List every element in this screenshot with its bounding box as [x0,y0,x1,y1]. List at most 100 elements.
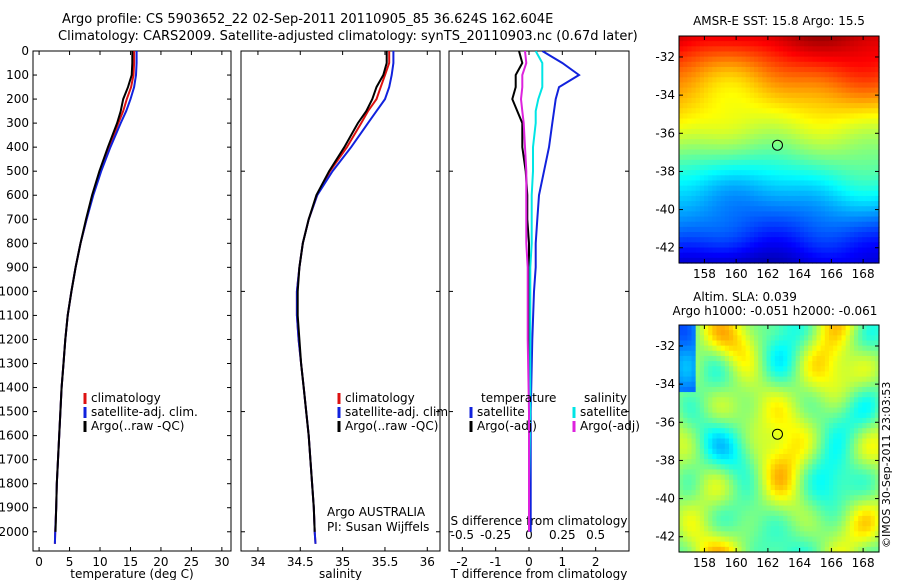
x-tick-label: 166 [820,556,843,570]
legend-label: Argo(..raw -QC) [345,419,438,433]
y-tick-label: -42 [655,241,675,255]
x-tick-label: 5 [66,555,74,569]
y-tick-label: 1200 [0,332,29,346]
y-tick-label: -32 [655,339,675,353]
x-axis-label: temperature (deg C) [70,567,193,580]
y-tick-label: 1600 [0,429,29,443]
y-tick-label: 1100 [0,308,29,322]
y-tick-label: 500 [6,164,29,178]
x-tick-label: 34 [250,555,265,569]
y-tick-label: 2000 [0,525,29,539]
y-tick-label: -40 [655,203,675,217]
legend-label: satellite-adj. clim. [345,405,452,419]
map-field [679,325,880,553]
secondary-tick-label: 0 [525,528,533,542]
series-line-salinity-satellite [528,51,544,532]
x-tick-label: 158 [693,267,716,281]
map-field [679,36,880,264]
x-tick-label: 164 [788,267,811,281]
plot-frame [240,50,441,552]
x-tick-label: 164 [788,556,811,570]
y-tick-label: -34 [655,377,675,391]
x-tick-label: 162 [756,556,779,570]
y-tick-label: -38 [655,453,675,467]
map-title-line2: Argo h1000: -0.051 h2000: -0.061 [673,304,878,318]
y-tick-label: 1000 [0,284,29,298]
imos-credit: ©IMOS 30-Sep-2011 23:03:53 [880,381,893,548]
secondary-tick-label: -0.5 [451,528,474,542]
series-line-argo-raw-qc- [296,51,388,532]
legend-label: satellite [477,405,525,419]
legend-header-temperature: temperature [481,391,556,405]
y-tick-label: -36 [655,126,675,140]
secondary-tick-label: -0.25 [480,528,511,542]
plot-frame [448,50,630,552]
x-tick-label: -1 [490,555,502,569]
figure-title-line1: Argo profile: CS 5903652_22 02-Sep-2011 … [62,12,554,27]
y-tick-label: 400 [6,140,29,154]
x-axis-label: salinity [319,567,362,580]
y-tick-label: 1900 [0,501,29,515]
legend-label: climatology [345,391,415,405]
sst-map-panel: -32 -34 -36 -38 -40 -42 158 160 162 164 166 168 AMSR… [655,14,880,281]
y-tick-label: -34 [655,88,675,102]
x-tick-label: 1 [559,555,567,569]
argo-position-marker [771,428,783,440]
x-tick-label: 20 [153,555,168,569]
y-tick-label: 200 [6,92,29,106]
map-frame [678,35,880,264]
x-tick-label: 35.5 [372,555,399,569]
legend-label: satellite-adj. clim. [91,405,198,419]
x-tick-label: 25 [184,555,199,569]
difference-panel: -2 -1 0 1 2 -0.5 -0.25 0 0.25 0.5S difference fro… [448,50,640,580]
x-tick-label: 160 [725,267,748,281]
y-tick-label: -36 [655,415,675,429]
map-frame [678,324,880,553]
legend-label: satellite [580,405,628,419]
y-tick-label: 800 [6,236,29,250]
plot-frame [32,50,232,552]
x-tick-label: 35 [335,555,350,569]
legend-label: climatology [91,391,161,405]
y-tick-label: 0 [21,44,29,58]
x-axis-label: T difference from climatology [450,567,628,580]
x-tick-label: 160 [725,556,748,570]
figure-title-line2: Climatology: CARS2009. Satellite-adjuste… [58,29,638,44]
annotation-line1: Argo AUSTRALIA [327,505,426,519]
legend-label: Argo(..raw -QC) [91,419,184,433]
y-tick-label: 1300 [0,357,29,371]
y-tick-label: 1700 [0,453,29,467]
y-tick-label: 900 [6,260,29,274]
series-group [511,51,581,532]
temperature-panel: 0100200300400500600700800900100011001200… [0,44,232,580]
sla-map-panel: -32 -34 -36 -38 -40 -42 158 160 162 164 166 168 Alti… [655,290,880,570]
x-tick-label: 2 [592,555,600,569]
legend-header-salinity: salinity [584,391,627,405]
x-tick-label: 0 [35,555,43,569]
y-tick-label: -40 [655,492,675,506]
series-group [53,51,138,544]
y-tick-label: 1800 [0,477,29,491]
y-tick-label: 300 [6,116,29,130]
map-title-line1: Altim. SLA: 0.039 [693,290,797,304]
argo-position-marker [771,139,783,151]
series-line-salinity-argo-adj- [519,51,530,532]
x-tick-label: -2 [456,555,468,569]
salinity-panel: 34 34.5 35 35.5 36 salinity climatologysatelli… [240,50,452,580]
secondary-axis-label: S difference from climatology [451,514,628,528]
x-tick-label: 34.5 [287,555,314,569]
annotation-line2: PI: Susan Wijffels [327,520,429,534]
x-tick-label: 36 [420,555,435,569]
y-tick-label: 1400 [0,381,29,395]
y-tick-label: -38 [655,164,675,178]
x-tick-label: 158 [693,556,716,570]
y-tick-label: -42 [655,530,675,544]
y-tick-label: 100 [6,68,29,82]
x-tick-label: 15 [123,555,138,569]
x-tick-label: 30 [214,555,229,569]
y-tick-label: 600 [6,188,29,202]
series-line-argo-raw-qc- [54,51,134,532]
y-tick-label: 700 [6,212,29,226]
secondary-tick-label: 0.25 [549,528,576,542]
